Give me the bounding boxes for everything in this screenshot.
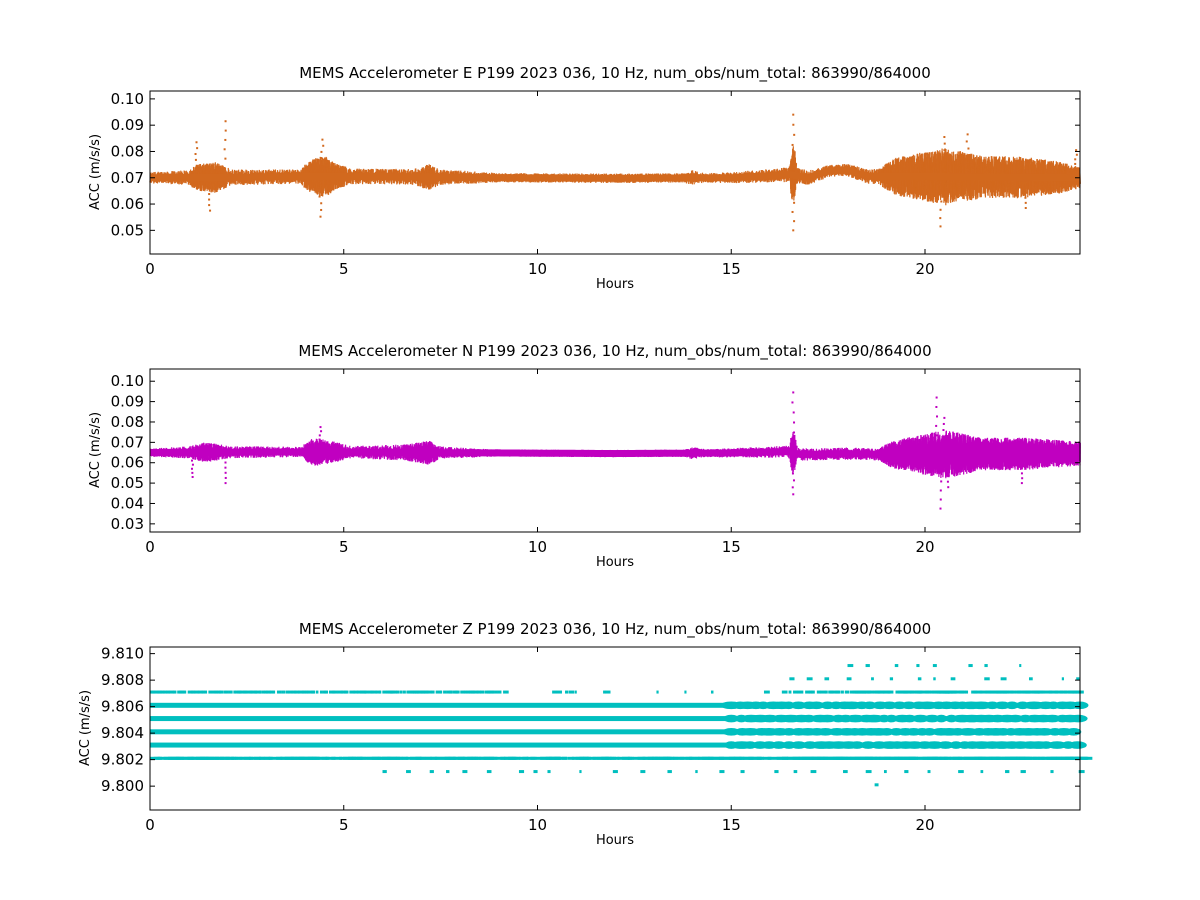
y-tick-label: 0.08 [111, 142, 144, 160]
y-tick-label: 0.07 [111, 169, 144, 187]
data-point [791, 210, 794, 213]
data-point [938, 183, 941, 186]
subplot-east: MEMS Accelerometer E P199 2023 036, 10 H… [88, 64, 1081, 292]
data-point [943, 169, 946, 172]
data-point [1075, 153, 1078, 156]
data-point [208, 193, 211, 196]
data-point [934, 152, 937, 188]
data-point [195, 164, 198, 167]
data-point [966, 154, 969, 157]
x-tick-label: 5 [339, 260, 349, 278]
data-point [224, 129, 227, 132]
data-point [965, 140, 968, 143]
data-point [793, 133, 796, 136]
data-point [793, 201, 796, 204]
y-tick-label: 0.05 [111, 221, 144, 239]
data-point [319, 215, 322, 218]
data-point [793, 220, 796, 223]
data-point [1024, 201, 1027, 204]
data-point [194, 153, 197, 156]
data-point [319, 182, 322, 185]
data-point [318, 195, 321, 198]
data-point [223, 166, 226, 169]
data-point [791, 143, 794, 146]
data-point [968, 154, 970, 188]
data-point [196, 147, 199, 150]
data-point [940, 200, 943, 203]
data-point [1074, 162, 1077, 165]
chart-title: MEMS Accelerometer N P199 2023 036, 10 H… [298, 342, 931, 361]
plot-area [149, 113, 1081, 232]
data-point [1076, 172, 1079, 175]
data-point [907, 157, 909, 186]
data-point [195, 170, 198, 173]
data-point [321, 169, 324, 172]
data-point [321, 138, 324, 141]
data-point [792, 154, 795, 157]
data-point [791, 183, 794, 186]
data-point [195, 141, 198, 144]
data-point [944, 155, 947, 158]
data-point [792, 113, 795, 116]
data-point [1024, 196, 1027, 199]
data-point [943, 142, 946, 145]
data-point [1025, 191, 1028, 194]
data-point [940, 192, 943, 195]
x-tick-label: 15 [722, 260, 741, 278]
data-point [224, 138, 227, 141]
data-point [209, 209, 212, 212]
data-point [224, 157, 227, 160]
data-point [939, 217, 942, 220]
data-point [966, 168, 969, 171]
data-point [208, 198, 211, 201]
data-point [1025, 181, 1028, 184]
y-axis-label: ACC (m/s/s) [88, 134, 103, 210]
data-point [792, 123, 795, 126]
data-point [209, 187, 212, 190]
data-point [943, 136, 946, 139]
data-point [320, 202, 323, 205]
y-tick-label: 0.09 [111, 116, 144, 134]
data-point [943, 149, 946, 152]
data-point [962, 164, 964, 199]
data-point [792, 164, 795, 167]
data-point [1024, 206, 1027, 209]
data-point [942, 162, 945, 165]
data-point [966, 133, 969, 136]
x-tick-label: 10 [528, 260, 547, 278]
data-point [223, 148, 226, 151]
y-tick-label: 0.06 [111, 195, 144, 213]
data-point [939, 225, 942, 228]
data-point [967, 147, 970, 150]
data-point [224, 120, 227, 123]
data-point [322, 144, 325, 147]
data-point [320, 208, 323, 211]
data-point [194, 158, 197, 161]
data-point [209, 181, 212, 184]
y-tick-label: 0.10 [111, 90, 144, 108]
data-point [1074, 158, 1077, 161]
x-tick-label: 0 [145, 260, 155, 278]
data-point [792, 229, 795, 232]
x-axis-label: Hours [596, 277, 634, 292]
chart-title: MEMS Accelerometer E P199 2023 036, 10 H… [299, 64, 931, 83]
data-point [791, 192, 794, 195]
data-point [319, 188, 322, 191]
data-point [1025, 186, 1028, 189]
data-point [320, 157, 323, 160]
data-point [208, 204, 211, 207]
data-point [1075, 149, 1078, 152]
data-point [320, 150, 323, 153]
x-tick-label: 20 [915, 260, 934, 278]
data-point [1075, 167, 1078, 170]
data-point [967, 161, 970, 164]
data-point [321, 163, 324, 166]
data-point [939, 208, 942, 211]
